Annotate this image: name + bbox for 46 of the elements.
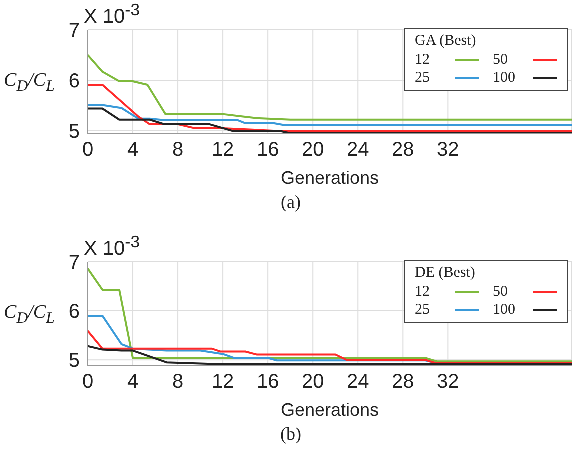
x-tick-label: 0	[82, 371, 94, 394]
legend-title: DE (Best)	[415, 265, 476, 281]
x-tick-label: 4	[127, 139, 139, 162]
legend-label: 50	[493, 52, 508, 68]
line-series	[88, 84, 572, 132]
x-tick-label: 4	[127, 371, 139, 394]
y-tick-label: 7	[68, 252, 80, 274]
x-axis-title: Generations	[280, 168, 380, 188]
legend-label: 25	[415, 302, 430, 318]
y-tick-label: 5	[68, 121, 80, 144]
x-tick-label: 32	[437, 371, 460, 394]
y-tick-label: 5	[68, 350, 80, 372]
x-tick-label: 8	[172, 371, 184, 394]
x-tick-label: 24	[347, 139, 370, 162]
x-tick-label: 16	[256, 139, 280, 162]
x-tick-label: 20	[302, 371, 324, 394]
legend-label: 12	[415, 284, 430, 300]
y-tick-label: 7	[68, 20, 80, 42]
x-tick-label: 20	[302, 139, 324, 162]
x-tick-label: 32	[437, 139, 460, 162]
x-tick-label: 8	[172, 139, 184, 162]
legend-label: 25	[415, 70, 430, 86]
text: (a)	[281, 192, 301, 212]
x-tick-label: 24	[347, 371, 370, 394]
y-tick-label: 6	[68, 70, 80, 93]
x-tick-label: 16	[256, 371, 280, 394]
text: X 10$^{-3}$	[84, 0, 140, 28]
x-tick-label: 12	[212, 371, 234, 394]
legend-label: 100	[493, 70, 516, 86]
line-series	[88, 54, 572, 121]
x-tick-label: 28	[392, 371, 414, 394]
y-axis-title: C$_{D}$/C$_{L}$	[4, 302, 55, 327]
legend-label: 100	[493, 302, 516, 318]
legend-title: GA (Best)	[415, 33, 476, 49]
text: (b)	[280, 424, 302, 444]
legend-label: 50	[493, 284, 508, 300]
x-axis-title: Generations	[280, 400, 380, 420]
line-series	[88, 104, 572, 126]
y-tick-label: 6	[68, 301, 80, 324]
line-series	[88, 268, 572, 363]
legend-label: 12	[415, 52, 430, 68]
y-axis-title: C$_{D}$/C$_{L}$	[4, 70, 55, 95]
x-tick-label: 28	[392, 139, 414, 162]
x-tick-label: 0	[82, 139, 94, 162]
text: X 10$^{-3}$	[84, 232, 140, 260]
x-tick-label: 12	[212, 139, 234, 162]
